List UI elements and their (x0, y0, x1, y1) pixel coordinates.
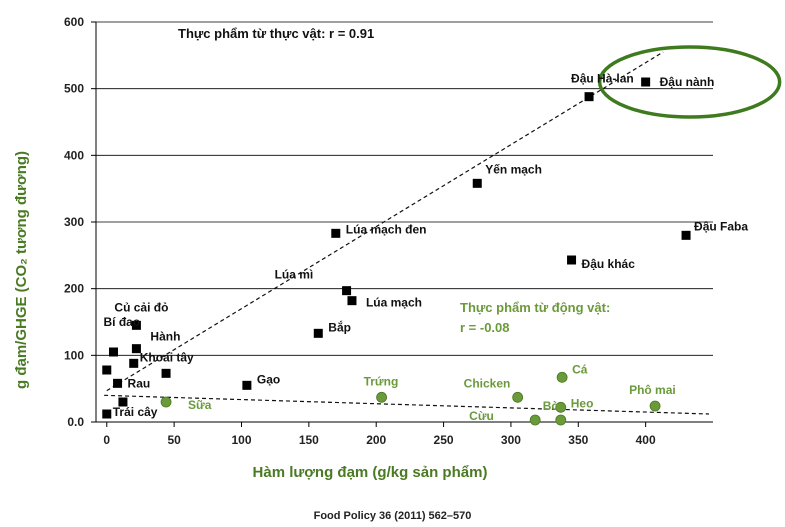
animal-point-label: Bò (543, 399, 559, 413)
plant-point-label: Đậu Hà-lan (571, 72, 634, 86)
plant-point-marker (681, 230, 691, 240)
animal-series-annotation-line1: Thực phẩm từ động vật: (460, 300, 610, 315)
data-labels: Đậu nành Đậu Hà-lan Yến mạch Đậu Faba Lúa mạ… (104, 72, 749, 423)
animal-point-label: Sữa (188, 398, 212, 412)
plant-point-label: Lúa mì (275, 268, 314, 282)
y-tick-label: 500 (64, 82, 84, 96)
animal-point-label: Heo (571, 396, 594, 410)
animal-point-marker (556, 371, 568, 383)
animal-point-marker (555, 401, 567, 413)
y-axis-ticks: 0.0 100 200 300 400 500 600 (64, 15, 96, 429)
plant-point-marker (113, 378, 123, 388)
plant-point-label: Lúa mạch đen (346, 222, 427, 236)
animal-point-label: Trứng (364, 374, 399, 388)
highlight-ellipse (597, 45, 782, 119)
plant-point-marker (102, 409, 112, 419)
plant-point-marker (313, 328, 323, 338)
x-tick-label: 300 (501, 433, 521, 447)
plant-point-label: Hành (150, 330, 180, 344)
plant-point-marker (131, 320, 141, 330)
x-tick-label: 150 (299, 433, 319, 447)
plant-point-label: Rau (128, 376, 151, 390)
plant-point-marker (567, 255, 577, 265)
animal-point-marker (529, 414, 541, 426)
animal-point-marker (555, 414, 567, 426)
plant-point-marker (129, 358, 139, 368)
y-axis-title: g đạm/GHGE (CO₂ tương đương) (13, 151, 30, 389)
plant-point-label: Trái cây (113, 405, 158, 419)
plant-point-label: Gạo (257, 372, 280, 386)
x-tick-label: 200 (366, 433, 386, 447)
plant-point-marker (584, 92, 594, 102)
x-tick-label: 250 (434, 433, 454, 447)
plant-point-label: Lúa mạch (366, 296, 422, 310)
plant-series-annotation: Thực phẩm từ thực vật: r = 0.91 (178, 26, 374, 41)
animal-point-marker (376, 391, 387, 403)
animal-point-marker (160, 396, 172, 408)
x-axis-title: Hàm lượng đạm (g/kg sản phẩm) (253, 464, 488, 481)
trendlines (104, 51, 709, 415)
plant-point-label: Khoai tây (140, 350, 194, 364)
animal-point-label: Phô mai (629, 383, 676, 397)
x-tick-label: 400 (636, 433, 656, 447)
plant-point-label: Bí đao (104, 315, 141, 329)
plant-point-marker (472, 178, 482, 188)
plant-point-marker (109, 347, 119, 357)
y-tick-label: 600 (64, 15, 84, 29)
animal-point-label: Chicken (464, 376, 511, 390)
x-tick-label: 50 (167, 433, 181, 447)
plant-point-marker (161, 368, 171, 378)
plant-point-label: Yến mạch (485, 162, 542, 176)
plant-point-label: Đậu nành (660, 75, 715, 89)
y-tick-label: 300 (64, 215, 84, 229)
plant-point-marker (242, 380, 252, 390)
plant-point-marker (102, 365, 112, 375)
trendline-animal (104, 394, 709, 415)
plant-point-marker (131, 344, 141, 354)
animal-series-annotation-line2: r = -0.08 (460, 320, 510, 335)
plant-point-label: Đậu khác (582, 257, 636, 271)
x-tick-label: 100 (231, 433, 251, 447)
y-tick-label: 200 (64, 282, 84, 296)
plant-point-label: Bắp (328, 319, 351, 334)
plant-point-label: Củ cải đỏ (114, 300, 168, 314)
plant-point-marker (641, 77, 651, 87)
plant-point-label: Đậu Faba (694, 219, 748, 233)
y-tick-label: 400 (64, 148, 84, 162)
gridlines (96, 21, 713, 356)
plant-point-marker (331, 228, 341, 238)
x-tick-label: 0 (103, 433, 110, 447)
animal-point-label: Cá (572, 362, 588, 376)
animal-point-label: Cừu (469, 409, 494, 423)
trendline-plant (106, 51, 664, 392)
y-tick-label: 100 (64, 348, 84, 362)
animal-point-marker (649, 400, 661, 412)
x-tick-label: 350 (568, 433, 588, 447)
plant-point-marker (347, 296, 357, 306)
source-citation: Food Policy 36 (2011) 562–570 (313, 510, 472, 522)
axes (95, 22, 713, 423)
plant-point-marker (342, 286, 352, 296)
x-axis-ticks: 0 50 100 150 200 250 300 350 400 (103, 422, 656, 447)
animal-point-marker (512, 391, 524, 403)
plant-point-marker (118, 397, 128, 407)
data-marks (102, 45, 782, 426)
y-tick-label: 0.0 (67, 415, 84, 429)
